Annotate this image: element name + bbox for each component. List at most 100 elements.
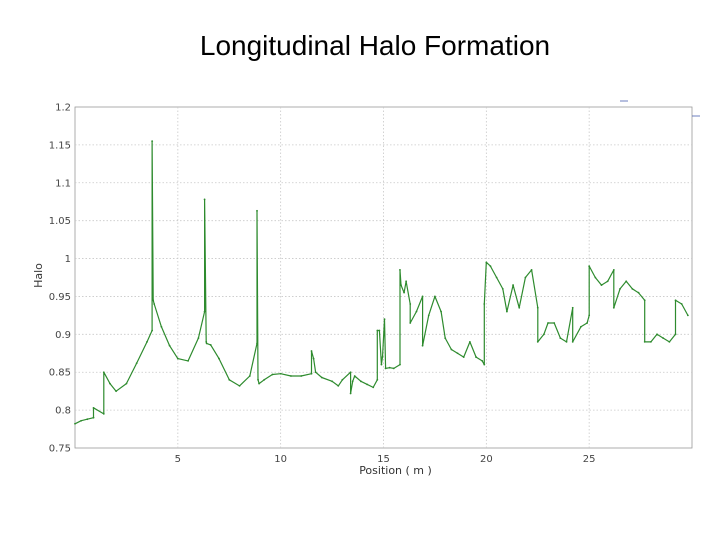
data-point — [637, 291, 640, 294]
data-point — [279, 372, 282, 375]
data-point — [310, 372, 313, 375]
y-tick-label: 0.8 — [55, 406, 71, 417]
x-tick-label: 25 — [583, 454, 596, 465]
data-point — [481, 359, 484, 362]
data-point — [153, 303, 156, 305]
data-point — [168, 344, 171, 347]
plot-frame — [74, 106, 693, 449]
data-point — [571, 306, 574, 309]
data-point — [80, 419, 83, 422]
data-point — [421, 295, 424, 298]
data-point — [427, 314, 430, 317]
data-point — [421, 344, 424, 347]
data-point — [388, 366, 391, 369]
data-point — [565, 341, 568, 343]
data-point — [290, 375, 292, 377]
data-point — [341, 378, 344, 381]
data-point — [606, 280, 609, 283]
data-point — [102, 413, 105, 415]
y-tick-label: 1 — [65, 254, 71, 265]
data-point — [450, 348, 453, 351]
data-point — [337, 384, 340, 387]
data-point — [203, 198, 206, 201]
data-point — [674, 333, 677, 336]
data-point — [372, 386, 375, 389]
data-point — [586, 322, 589, 324]
data-point — [444, 337, 447, 340]
data-point — [92, 416, 95, 419]
data-point — [349, 371, 352, 374]
data-point — [625, 280, 628, 283]
data-point — [674, 299, 677, 302]
y-axis-title: Halo — [32, 263, 45, 288]
data-point — [314, 371, 317, 374]
data-point — [92, 406, 95, 409]
y-tick-label: 0.85 — [49, 368, 71, 379]
data-point — [256, 209, 258, 212]
data-point — [392, 367, 395, 370]
data-point — [203, 310, 206, 313]
data-point — [668, 341, 671, 343]
data-point — [256, 342, 258, 345]
data-point — [351, 380, 354, 383]
data-point — [506, 310, 508, 313]
data-point — [456, 352, 459, 355]
data-point — [612, 269, 615, 271]
data-point — [376, 329, 379, 332]
y-tick-label: 0.95 — [49, 292, 71, 303]
grid-lines — [75, 107, 692, 448]
data-point — [409, 303, 412, 305]
data-point — [571, 341, 574, 343]
y-tick-label: 0.75 — [49, 444, 71, 455]
data-point — [263, 378, 266, 381]
series-lines — [74, 140, 689, 425]
data-point — [320, 376, 323, 379]
data-point — [125, 382, 128, 385]
data-point — [524, 276, 527, 279]
data-point — [468, 341, 471, 343]
data-point — [536, 341, 539, 343]
data-point — [400, 284, 402, 286]
data-point — [383, 318, 386, 321]
data-point — [312, 357, 315, 360]
data-point — [501, 287, 504, 290]
data-point — [462, 356, 465, 358]
data-point — [580, 325, 582, 328]
y-tick-label: 0.9 — [55, 330, 71, 341]
data-point — [547, 322, 549, 324]
data-point — [151, 140, 154, 143]
data-point — [649, 341, 652, 343]
data-point — [536, 306, 539, 309]
data-point — [205, 341, 208, 343]
x-axis-title: Position ( m ) — [359, 464, 432, 477]
data-point — [176, 357, 179, 360]
data-point — [409, 322, 412, 324]
data-point — [600, 284, 603, 286]
data-point — [440, 310, 442, 313]
data-point — [218, 357, 220, 360]
data-point — [475, 356, 477, 358]
data-point — [109, 382, 111, 385]
data-point — [359, 380, 362, 383]
data-point — [631, 287, 634, 290]
data-point — [588, 265, 591, 268]
data-point — [228, 378, 231, 381]
data-point — [553, 322, 556, 324]
data-point — [135, 362, 138, 365]
y-tick-label: 1.1 — [55, 178, 71, 189]
data-point — [349, 392, 352, 395]
data-point — [495, 276, 498, 279]
data-point — [115, 390, 118, 393]
data-point — [656, 333, 658, 336]
data-point — [366, 383, 368, 386]
data-point — [380, 363, 383, 366]
data-point — [518, 306, 521, 309]
x-tick-label: 20 — [480, 454, 493, 465]
y-tick-label: 1.05 — [49, 216, 71, 227]
data-point — [483, 363, 486, 366]
data-point — [559, 337, 562, 340]
data-point — [399, 363, 401, 366]
data-point — [209, 344, 212, 346]
y-tick-label: 1.2 — [55, 103, 71, 114]
